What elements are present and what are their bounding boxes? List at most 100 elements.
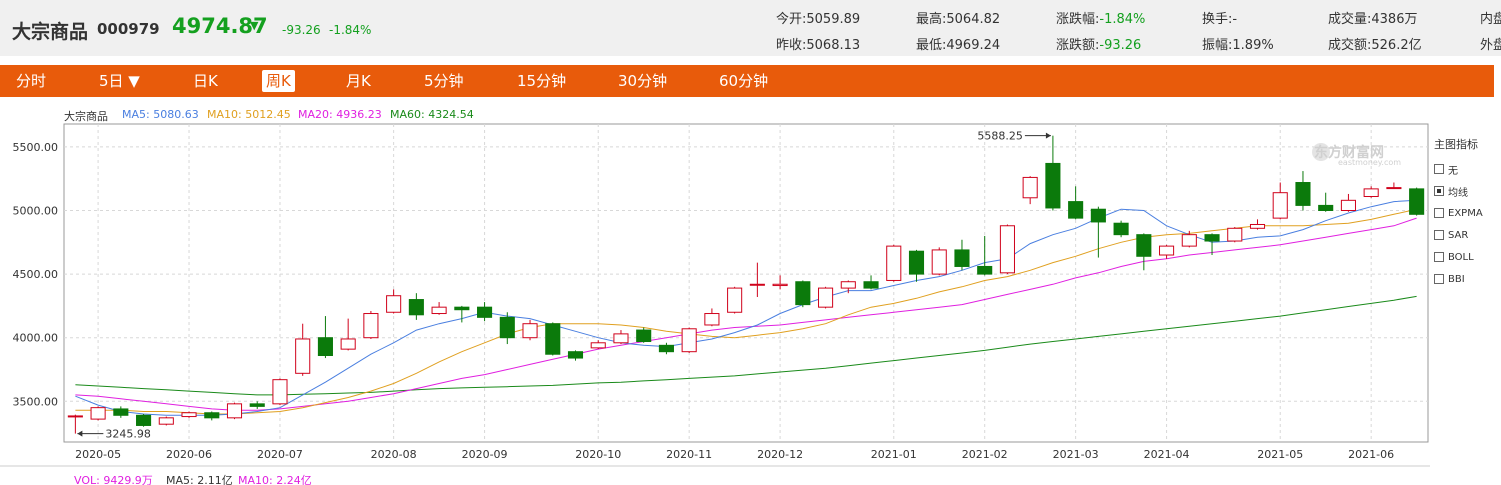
quote-stat-label: 最低:	[916, 38, 947, 53]
candle-body	[408, 299, 424, 316]
checkbox-icon[interactable]	[1434, 208, 1444, 218]
quote-stat-value: -	[1232, 12, 1238, 27]
candle-body	[795, 281, 811, 306]
quote-stat: 昨收:5068.13	[776, 34, 860, 53]
quote-stat: 成交额:526.2亿	[1328, 34, 1422, 53]
plot-frame	[63, 123, 1429, 443]
x-tick-label: 2020-08	[371, 448, 417, 461]
candle-body	[477, 306, 493, 318]
quote-stat-label: 成交额:	[1328, 38, 1372, 53]
candle-body	[499, 316, 515, 339]
x-tick-label: 2020-10	[575, 448, 621, 461]
candle-body	[727, 287, 743, 313]
candle-body	[226, 403, 243, 419]
candle-body	[658, 344, 674, 353]
indicator-option[interactable]: EXPMA	[1434, 202, 1494, 224]
checkbox-icon[interactable]	[1434, 274, 1444, 284]
indicator-option[interactable]: BOLL	[1434, 246, 1494, 268]
quote-stat-label: 换手:	[1202, 12, 1233, 27]
candle-body	[1204, 234, 1220, 242]
indicator-option-label: EXPMA	[1448, 207, 1483, 219]
x-tick-label: 2021-05	[1257, 448, 1303, 461]
tab-period[interactable]: 周K	[262, 70, 295, 92]
ma20-line	[75, 217, 1417, 411]
quote-stat-value: 1.89%	[1232, 38, 1274, 53]
quote-stat-value: 5064.82	[946, 12, 1001, 27]
quote-stat-value: -93.26	[1099, 38, 1142, 53]
quote-stat-label: 今开:	[776, 12, 807, 27]
ma20-legend: MA20: 4936.23	[298, 108, 382, 121]
quote-stat-value: 4969.24	[946, 38, 1001, 53]
y-tick-label: 4000.00	[13, 332, 59, 345]
y-tick-label: 5500.00	[13, 141, 59, 154]
tab-period[interactable]: 60分钟	[719, 72, 769, 90]
candle-body	[204, 412, 220, 419]
candle-body	[1318, 204, 1334, 211]
tab-period[interactable]: 30分钟	[618, 72, 668, 90]
x-tick-label: 2020-06	[166, 448, 212, 461]
indicator-option[interactable]: 均线	[1434, 180, 1494, 202]
indicator-option[interactable]: SAR	[1434, 224, 1494, 246]
candle-body	[1022, 176, 1038, 199]
quote-stat: 最低:4969.24	[916, 34, 1000, 53]
tab-period[interactable]: 月K	[346, 72, 371, 90]
candle-body	[181, 412, 197, 418]
ma60-legend: MA60: 4324.54	[390, 108, 474, 121]
candle-body	[431, 306, 447, 315]
indicator-option[interactable]: 无	[1434, 158, 1494, 180]
candle-body	[749, 283, 765, 286]
x-tick-label: 2021-03	[1053, 448, 1099, 461]
vol-ma5-legend: MA5: 2.11亿	[166, 474, 233, 485]
candle-body	[158, 417, 174, 425]
checkbox-icon[interactable]	[1434, 186, 1444, 196]
index-code: 000979	[97, 20, 160, 38]
candle-body	[908, 250, 925, 275]
candle-body	[545, 323, 561, 355]
annotation-label: 3245.98	[105, 428, 151, 441]
tab-period[interactable]: 5分钟	[424, 72, 464, 90]
indicator-list: 无均线 EXPMA SAR BOLL BBI	[1434, 158, 1494, 290]
indicator-option[interactable]: BBI	[1434, 268, 1494, 290]
candle-body	[1068, 201, 1084, 219]
vol-ma10-legend: MA10: 2.24亿	[238, 474, 312, 485]
candle-body	[567, 351, 584, 359]
indicator-option-label: SAR	[1448, 229, 1469, 241]
annotation-arrow-head	[77, 430, 83, 437]
candle-body	[1181, 234, 1197, 247]
main-indicator-panel: 主图指标 无均线 EXPMA SAR BOLL BBI	[1434, 136, 1494, 290]
tab-period[interactable]: 分时	[16, 72, 47, 90]
checkbox-icon[interactable]	[1434, 230, 1444, 240]
quote-stat-value: 526.2亿	[1371, 38, 1422, 53]
quote-stat-label: 昨收:	[776, 38, 807, 53]
x-tick-label: 2020-07	[257, 448, 303, 461]
annotation-label: 5588.25	[977, 130, 1023, 143]
candle-body	[1227, 227, 1243, 242]
candle-body	[613, 333, 629, 344]
candle-body	[249, 403, 265, 407]
candle-body	[317, 337, 333, 357]
indicator-option-label: 无	[1448, 165, 1458, 177]
quote-stat: 今开:5059.89	[776, 8, 860, 27]
candle-body	[704, 313, 720, 326]
candle-body	[454, 306, 470, 311]
indicator-option-label: BBI	[1448, 273, 1465, 285]
x-tick-label: 2020-09	[462, 448, 508, 461]
quote-stat-value: 5059.89	[806, 12, 861, 27]
y-tick-label: 3500.00	[13, 395, 59, 408]
y-tick-label: 4500.00	[13, 268, 59, 281]
candle-body	[931, 249, 947, 275]
checkbox-icon[interactable]	[1434, 164, 1444, 174]
x-tick-label: 2020-12	[757, 448, 803, 461]
ma5-legend: MA5: 5080.63	[122, 108, 199, 121]
x-tick-label: 2021-01	[871, 448, 917, 461]
tab-period[interactable]: 15分钟	[517, 72, 567, 90]
quote-stat-label: 涨跌额:	[1056, 38, 1100, 53]
checkbox-icon[interactable]	[1434, 252, 1444, 262]
tab-period[interactable]: 日K	[193, 72, 218, 90]
candlestick-chart[interactable]: 3500.00 4000.00 4500.00 5000.00 5500.00 2020-…	[0, 100, 1430, 470]
tab-period[interactable]: 5日 ▼	[99, 72, 140, 90]
quote-stat: 成交量:4386万	[1328, 8, 1417, 27]
candle-body	[999, 225, 1015, 274]
price-change-pct: -1.84%	[329, 23, 372, 37]
down-arrow-icon: ▼	[250, 19, 259, 32]
